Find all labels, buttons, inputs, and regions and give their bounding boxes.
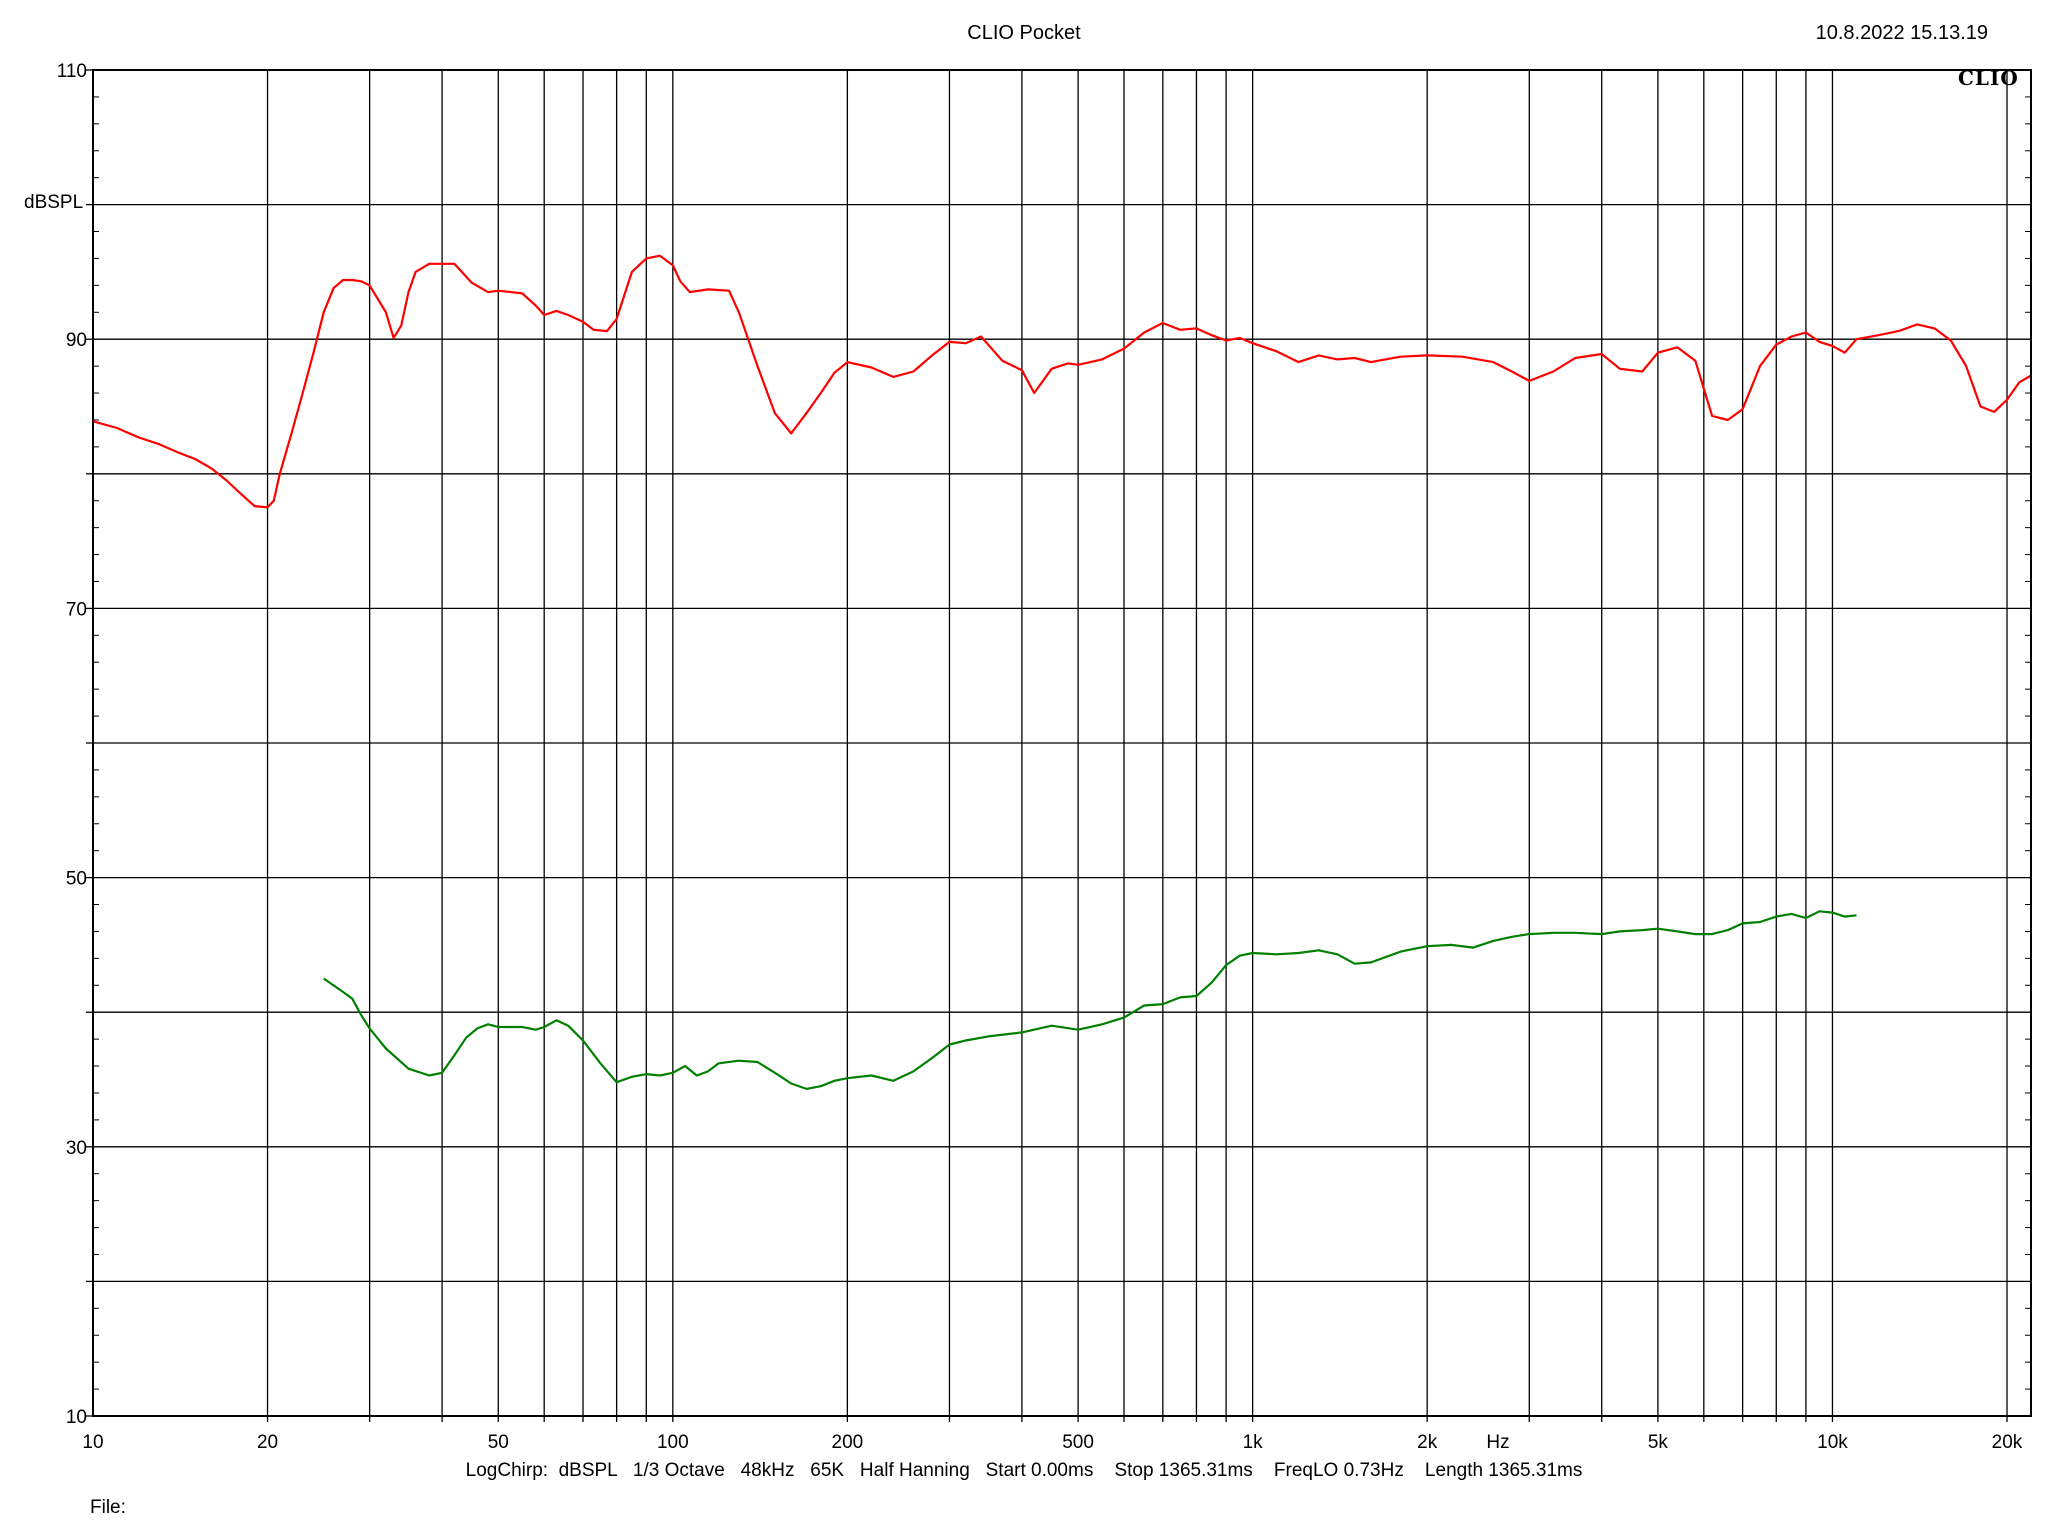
x-tick-label: 100 — [657, 1432, 689, 1453]
chart-title: CLIO Pocket — [967, 22, 1081, 44]
x-tick-label: 2k — [1417, 1432, 1438, 1453]
plot-frame — [92, 69, 2032, 1417]
x-tick-label: 20 — [257, 1432, 278, 1453]
measurement-settings: LogChirp: dBSPL 1/3 Octave 48kHz 65K Hal… — [465, 1460, 1583, 1481]
x-tick-label: 200 — [832, 1432, 864, 1453]
timestamp: 10.8.2022 15.13.19 — [1815, 22, 1988, 44]
tick-labels: 10 20 50 100 200 500 1k 2k 5k 10k 20k 10 30 50 70 90 110 — [57, 61, 2023, 1453]
series-line-red — [92, 254, 2032, 509]
x-tick-label: 10k — [1817, 1432, 1848, 1453]
y-tick-label: 70 — [66, 599, 87, 620]
y-axis-label: dBSPL — [24, 192, 84, 213]
y-tick-label: 10 — [66, 1407, 87, 1428]
y-tick-label: 90 — [66, 330, 87, 351]
x-tick-label: 20k — [1992, 1432, 2023, 1453]
x-tick-label: 1k — [1243, 1432, 1264, 1453]
grid-lines — [86, 69, 2031, 1422]
file-label: File: — [90, 1497, 126, 1518]
x-tick-label: 500 — [1062, 1432, 1094, 1453]
y-tick-label: 30 — [66, 1138, 87, 1159]
x-tick-label: 5k — [1648, 1432, 1669, 1453]
y-tick-label: 50 — [66, 869, 87, 890]
x-axis-label: Hz — [1486, 1432, 1509, 1453]
y-tick-label: 110 — [57, 61, 87, 82]
x-tick-label: 10 — [82, 1432, 103, 1453]
series-lines — [92, 254, 2032, 1091]
x-tick-label: 50 — [488, 1432, 509, 1453]
series-line-green — [323, 910, 1857, 1091]
